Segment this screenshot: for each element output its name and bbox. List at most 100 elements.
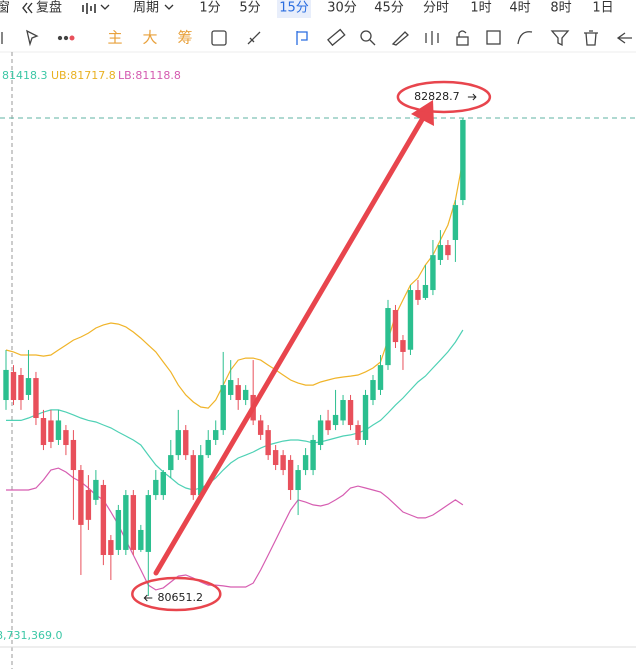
tool-icon[interactable] <box>247 31 261 45</box>
candle-body <box>48 420 54 442</box>
period-button[interactable]: 15分 <box>279 1 309 16</box>
tool-icon[interactable] <box>456 36 469 46</box>
period-button[interactable]: 45分 <box>374 1 404 16</box>
toolbar-item[interactable]: 窗 <box>0 0 10 16</box>
candle-body <box>160 472 166 496</box>
candle-body <box>85 490 92 520</box>
candle-body <box>18 374 24 401</box>
tool-icon[interactable] <box>425 31 439 45</box>
high-label: 82828.7 <box>414 90 460 103</box>
drawing-toolbar <box>1 28 632 47</box>
caret[interactable] <box>164 4 174 10</box>
label-arrow <box>467 93 477 101</box>
period-button[interactable]: 30分 <box>327 1 357 16</box>
active-period-bg <box>277 0 311 18</box>
candle-body <box>332 414 339 426</box>
candle-body <box>93 479 99 500</box>
period-button[interactable]: 4时 <box>509 1 530 16</box>
low-label: 80651.2 <box>158 591 204 604</box>
annotation-arrow <box>153 115 426 576</box>
candle-body <box>108 540 114 555</box>
candle-body <box>422 284 429 298</box>
candle-body <box>287 459 294 491</box>
tool-icon[interactable] <box>458 30 467 37</box>
candle-body <box>190 455 196 496</box>
tool-icon[interactable] <box>360 30 372 42</box>
highlight-circle <box>131 576 222 612</box>
tool-icon[interactable] <box>327 28 346 47</box>
candle-body <box>385 308 391 366</box>
tool-icon[interactable] <box>369 39 376 46</box>
tool-icon[interactable] <box>69 35 75 41</box>
indicator-tool[interactable]: 大 <box>142 29 157 47</box>
volume-label: 8,731,369.0 <box>0 629 62 642</box>
candle-body <box>220 385 226 431</box>
candle-body <box>415 290 421 300</box>
period-button[interactable]: 1分 <box>199 1 220 16</box>
candle-body <box>198 455 204 496</box>
tool-icon[interactable] <box>26 29 39 47</box>
highlight-circle <box>396 80 492 114</box>
indicator-tool[interactable]: 筹 <box>177 29 192 47</box>
candle-body <box>100 484 107 555</box>
candle-body <box>265 430 271 456</box>
tool-icon[interactable] <box>486 30 501 45</box>
tool-icon[interactable] <box>584 30 598 46</box>
candle-body <box>228 380 234 395</box>
candle-body <box>175 430 181 456</box>
indicator-label: LB:81118.8 <box>118 69 181 82</box>
toolbar-item[interactable]: 周期 <box>133 1 159 16</box>
candle-body <box>183 430 189 456</box>
candle-body <box>55 420 62 440</box>
candle-body <box>242 389 249 401</box>
period-button[interactable]: 5分 <box>239 1 260 16</box>
replay-icon <box>22 2 33 14</box>
candle-body <box>235 385 241 401</box>
candle-body <box>3 369 9 401</box>
arrow-head <box>411 100 434 126</box>
toolbar-item[interactable]: 复盘 <box>36 0 62 16</box>
candle-body <box>115 509 122 550</box>
candle-body <box>370 380 376 401</box>
annotations: 82828.7 80651.2 <box>131 80 492 612</box>
candle-body <box>430 255 436 291</box>
candle-body <box>355 425 361 440</box>
tool-icon[interactable] <box>616 32 632 44</box>
candle-body <box>317 420 324 446</box>
period-button[interactable]: 1时 <box>470 1 491 16</box>
indicator-label: 81418.3 <box>2 69 48 82</box>
period-bar: 1分 5分 15分 30分 45分 分时 1时 4时 8时 1日 <box>199 0 614 18</box>
indicator-tool[interactable]: 主 <box>107 29 122 47</box>
indicator-label: UB:81717.8 <box>51 69 116 82</box>
candle-body <box>347 400 354 426</box>
candle-body <box>437 245 444 260</box>
label-arrow <box>143 594 153 602</box>
candle-body <box>310 439 316 471</box>
tool-icon[interactable] <box>517 31 533 45</box>
candle-body <box>10 371 17 401</box>
tool-icon[interactable] <box>63 35 69 41</box>
period-button[interactable]: 1日 <box>592 1 613 16</box>
candle-body <box>168 455 174 471</box>
candle-body <box>452 205 459 240</box>
candle-body <box>295 470 301 491</box>
tool-icon[interactable] <box>296 31 308 45</box>
candle-body <box>130 495 137 550</box>
candle-body <box>205 439 211 456</box>
candle-body <box>25 378 32 395</box>
caret[interactable] <box>100 4 110 10</box>
tool-icon[interactable] <box>57 35 63 41</box>
tool-icon[interactable] <box>391 31 409 46</box>
candle-body <box>78 470 84 525</box>
tool-icon[interactable] <box>211 30 227 46</box>
candle-body <box>145 495 152 552</box>
period-button[interactable]: 分时 <box>423 1 449 16</box>
candle-body <box>392 310 399 343</box>
period-button[interactable]: 8时 <box>550 1 571 16</box>
chart-type-icon[interactable] <box>82 3 96 14</box>
candle-body <box>280 455 286 471</box>
candle-body <box>325 420 331 431</box>
candle-body <box>407 290 414 350</box>
tool-icon[interactable] <box>550 30 570 47</box>
